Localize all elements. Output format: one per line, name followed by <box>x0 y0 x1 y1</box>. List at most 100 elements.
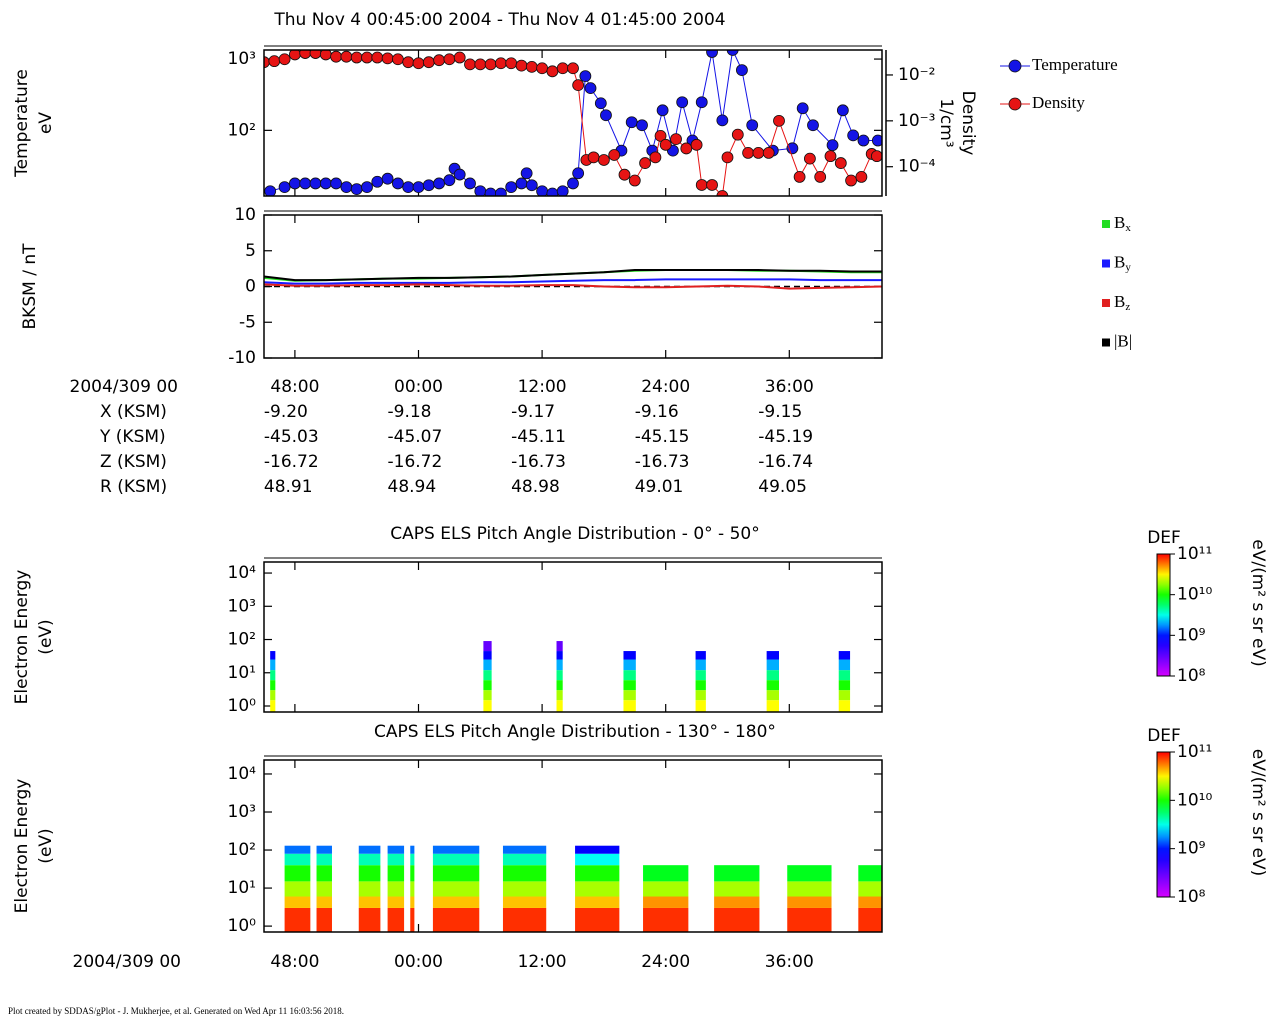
data-point <box>572 167 585 180</box>
data-point <box>402 181 415 193</box>
x-axis-label: 2004/309 00 <box>73 952 181 972</box>
y-axis-label: BKSM / nT <box>20 243 40 330</box>
data-point <box>726 50 739 56</box>
y-tick-label: 10⁴ <box>228 563 257 583</box>
colorbar-tick-label: 10⁹ <box>1177 625 1206 645</box>
colorbar-tick-label: 10¹¹ <box>1177 544 1212 564</box>
data-point <box>639 157 651 169</box>
heatmap-cell <box>316 907 332 932</box>
data-point <box>299 50 312 59</box>
x-tick-label: 48:00 <box>270 377 319 397</box>
heatmap-cell <box>714 881 760 897</box>
heatmap-cell <box>284 907 311 932</box>
colorbar-label: DEF <box>1147 726 1181 746</box>
y-tick-label: 10² <box>228 840 256 860</box>
data-point <box>361 181 373 193</box>
y-tick-label: 10³ <box>228 802 256 822</box>
ephemeris-label: 2004/309 00 <box>70 377 178 397</box>
ephemeris-value: -16.72 <box>264 452 319 472</box>
heatmap-cell <box>483 700 492 712</box>
heatmap-cell <box>556 670 563 681</box>
data-point <box>659 138 672 151</box>
chart-title: CAPS ELS Pitch Angle Distribution - 130°… <box>374 722 776 742</box>
plot-area <box>284 845 882 932</box>
heatmap-cell <box>483 680 492 691</box>
data-point <box>371 175 384 188</box>
data-point <box>453 51 466 64</box>
data-point <box>350 51 363 64</box>
ephemeris-value: -45.11 <box>511 427 566 447</box>
data-point <box>654 129 667 142</box>
ephemeris-value: -9.15 <box>758 402 802 422</box>
heatmap-cell <box>556 680 563 691</box>
heatmap-cell <box>838 670 851 681</box>
plot-frame <box>263 214 883 359</box>
heatmap-cell <box>432 907 480 932</box>
data-point <box>871 134 882 147</box>
heatmap-cell <box>410 865 415 882</box>
ephemeris-value: -45.03 <box>264 427 319 447</box>
heatmap-cell <box>432 865 480 882</box>
data-point <box>505 57 518 70</box>
colorbar-label: DEF <box>1147 528 1181 548</box>
heatmap-cell <box>432 881 480 897</box>
heatmap-cell <box>623 700 636 712</box>
data-point <box>695 96 708 109</box>
data-point <box>598 154 610 166</box>
heatmap-cell <box>483 670 492 681</box>
data-point <box>716 190 729 196</box>
data-point <box>433 177 446 190</box>
data-point <box>412 181 425 193</box>
heatmap-cell <box>858 865 882 882</box>
heatmap-cell <box>766 651 779 660</box>
data-point <box>618 168 631 181</box>
legend-marker <box>1008 59 1022 73</box>
x-tick-label: 24:00 <box>641 377 690 397</box>
data-point <box>443 53 456 66</box>
ephemeris-value: 48.98 <box>511 477 560 497</box>
heatmap-cell <box>643 907 689 932</box>
colorbar-tick-label: 10⁸ <box>1177 887 1206 907</box>
colorbar <box>1156 751 1171 898</box>
heatmap-cell <box>575 865 620 882</box>
x-tick-label: 12:00 <box>518 377 567 397</box>
legend-marker <box>1008 97 1022 111</box>
data-point <box>716 114 729 127</box>
data-point <box>433 54 446 67</box>
legend-swatch <box>1102 220 1110 228</box>
colorbar-tick-label: 10⁹ <box>1177 839 1206 859</box>
y-tick-label: -10 <box>228 348 256 368</box>
data-point <box>600 109 612 122</box>
heatmap-cell <box>483 659 492 671</box>
colorbar <box>1156 553 1171 677</box>
heatmap-cell <box>695 659 706 671</box>
heatmap-cell <box>623 680 636 691</box>
heatmap-cell <box>838 680 851 691</box>
y-tick-label: 10 <box>234 205 256 225</box>
ephemeris-value: -9.20 <box>264 402 308 422</box>
heatmap-cell <box>766 680 779 691</box>
heatmap-cell <box>787 865 832 882</box>
data-point <box>319 177 332 190</box>
data-point <box>796 102 809 115</box>
ephemeris-value: 48.91 <box>264 477 313 497</box>
ephemeris-value: -16.72 <box>388 452 443 472</box>
legend-swatch <box>1102 259 1110 268</box>
heatmap-cell <box>556 700 563 712</box>
x-tick-label: 36:00 <box>765 952 814 972</box>
data-point <box>330 50 343 63</box>
data-point <box>742 147 754 159</box>
data-point <box>520 167 533 180</box>
data-point <box>836 104 849 117</box>
data-point <box>826 139 839 152</box>
heatmap-cell <box>483 651 492 660</box>
data-point <box>695 179 708 191</box>
heatmap-cell <box>270 700 276 712</box>
heatmap-cell <box>643 865 689 882</box>
y-tick-label: 10⁰ <box>228 696 257 716</box>
y-tick-label: -5 <box>239 312 256 332</box>
data-point <box>625 116 638 129</box>
ephemeris-value: 49.05 <box>758 477 807 497</box>
ephemeris-value: -16.74 <box>758 452 813 472</box>
heatmap-cell <box>358 881 381 897</box>
